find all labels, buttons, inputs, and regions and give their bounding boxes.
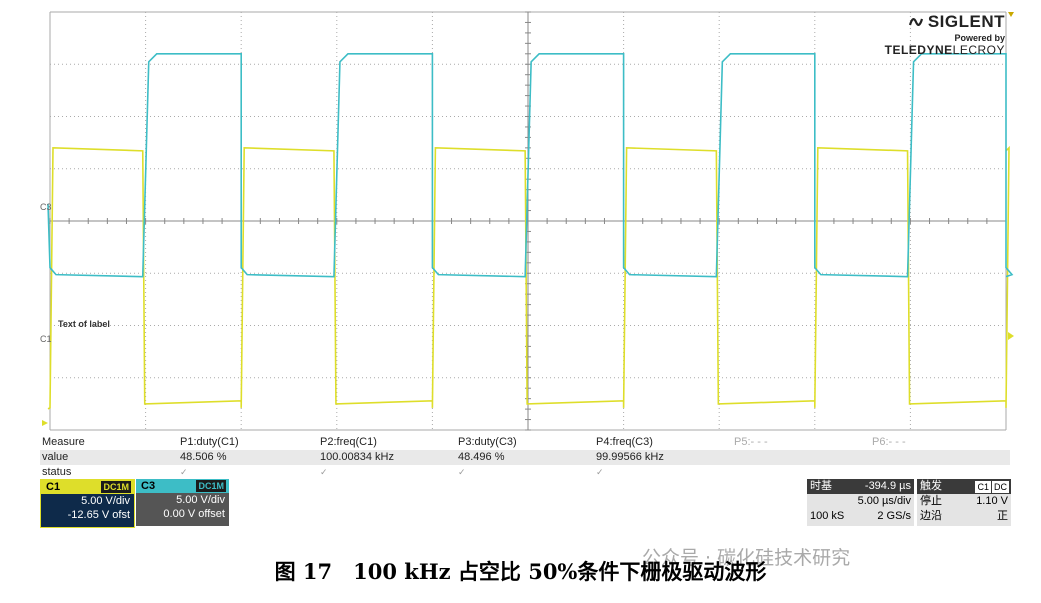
siglent-logo-icon [908,18,923,26]
oscilloscope-display: SIGLENT Powered by TELEDYNELECROY C3 C1 … [40,11,1014,431]
timebase-scale: 5.00 µs/div [857,495,911,507]
param-name[interactable]: P1:duty(C1) [180,436,239,448]
c3-offset: 0.00 V offset [163,508,225,520]
c3-trace [47,53,1014,278]
partner-name-bold: TELEDYNE [884,43,953,57]
param-value: 48.496 % [458,451,505,463]
trigger-label: 触发 [920,480,942,492]
trigger-edge-row: 边沿 正 [917,509,1011,524]
timebase-delay: -394.9 µs [864,480,911,492]
check-icon: ✓ [180,467,188,477]
c1-name: C1 [46,481,61,493]
c3-descriptor[interactable]: C3 DC1M 5.00 V/div 0.00 V offset [136,479,229,526]
c1-header: C1 DC1M [41,480,134,494]
timebase-descriptor[interactable]: 时基 -394.9 µs 5.00 µs/div 100 kS 2 GS/s [807,479,914,526]
c1-coupling-badge: DC1M [101,481,131,493]
check-icon: ✓ [458,467,466,477]
param-name[interactable]: P2:freq(C1) [320,436,377,448]
trigger-level-marker [1008,332,1014,340]
check-icon: ✓ [320,467,328,477]
timebase-label: 时基 [810,480,832,492]
c1-offset: -12.65 V ofst [67,509,130,521]
measure-value-row: value 48.506 % 100.00834 kHz 48.496 % 99… [40,450,1010,465]
partner-logo: TELEDYNELECROY [885,43,1005,57]
trigger-source: C1 [975,481,991,493]
timebase-sample-rate: 2 GS/s [877,510,911,522]
param-value: 99.99566 kHz [596,451,664,463]
waveform-grid [42,11,1014,431]
trigger-coupling: DC [992,481,1009,493]
value-row-label: value [42,451,69,463]
trigger-mode: 停止 [920,495,942,507]
c3-name: C3 [141,480,156,492]
timebase-sample-row: 100 kS 2 GS/s [807,509,914,524]
trace-label: Text of label [58,319,110,329]
brand-logo: SIGLENT Powered by TELEDYNELECROY [885,12,1005,57]
measure-panel: Measure P1:duty(C1) P2:freq(C1) P3:duty(… [40,435,1010,480]
trigger-descriptor[interactable]: 触发 C1 DC 停止 1.10 V 边沿 正 [917,479,1011,526]
trigger-edge: 正 [997,510,1008,522]
c1-descriptor[interactable]: C1 DC1M 5.00 V/div -12.65 V ofst [40,479,135,528]
measure-status-row: status ✓ ✓ ✓ ✓ [40,465,1010,480]
param-name[interactable]: P6:- - - [872,436,906,448]
timebase-header: 时基 -394.9 µs [807,479,914,494]
c1-offset-marker [42,420,48,426]
partner-name-light: LECROY [952,43,1005,57]
trigger-header: 触发 C1 DC [917,479,1011,494]
measure-header-row: Measure P1:duty(C1) P2:freq(C1) P3:duty(… [40,435,1010,450]
watermark: 公众号 · 碳化硅技术研究 [642,547,851,569]
param-name[interactable]: P4:freq(C3) [596,436,653,448]
c1-scale: 5.00 V/div [81,495,130,507]
c3-scale: 5.00 V/div [176,494,225,506]
trigger-edge-label: 边沿 [920,510,942,522]
status-row-label: status [42,466,72,478]
figure-caption: 图 17 100 kHz 占空比 50%条件下栅极驱动波形 [274,559,767,584]
c3-level-marker[interactable]: C3 [40,202,52,212]
trigger-level: 1.10 V [976,495,1008,507]
param-value: 48.506 % [180,451,227,463]
powered-by-text: Powered by [954,33,1005,43]
check-icon: ✓ [596,467,604,477]
c1-level-marker[interactable]: C1 [40,334,52,344]
trigger-tags: C1 DC [974,480,1009,495]
trigger-mode-row: 停止 1.10 V [917,494,1011,509]
param-value: 100.00834 kHz [320,451,394,463]
c3-coupling-badge: DC1M [196,480,226,492]
c3-header: C3 DC1M [136,479,229,493]
param-name[interactable]: P3:duty(C3) [458,436,517,448]
param-name[interactable]: P5:- - - [734,436,768,448]
timebase-memory: 100 kS [810,510,845,522]
measure-title: Measure [42,436,85,448]
timebase-scale-row: 5.00 µs/div [807,494,914,509]
brand-name: SIGLENT [927,12,1005,31]
trigger-position-marker [1008,12,1014,17]
